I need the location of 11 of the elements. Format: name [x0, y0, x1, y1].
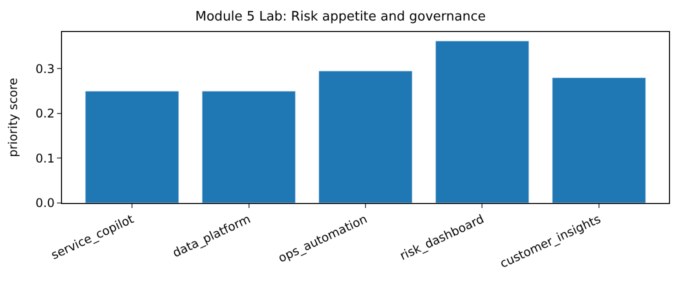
- y-tick-label: 0.3: [36, 62, 55, 76]
- y-tick-label: 0.2: [36, 106, 55, 121]
- y-tick-label: 0.0: [36, 196, 55, 210]
- bar: [552, 77, 646, 203]
- bar: [435, 40, 530, 203]
- y-axis-title: priority score: [6, 78, 20, 158]
- y-tick-label: 0.1: [36, 151, 55, 166]
- bar: [202, 90, 296, 203]
- bar: [85, 90, 179, 203]
- chart-title: Module 5 Lab: Risk appetite and governance: [195, 10, 486, 25]
- bar: [318, 70, 412, 203]
